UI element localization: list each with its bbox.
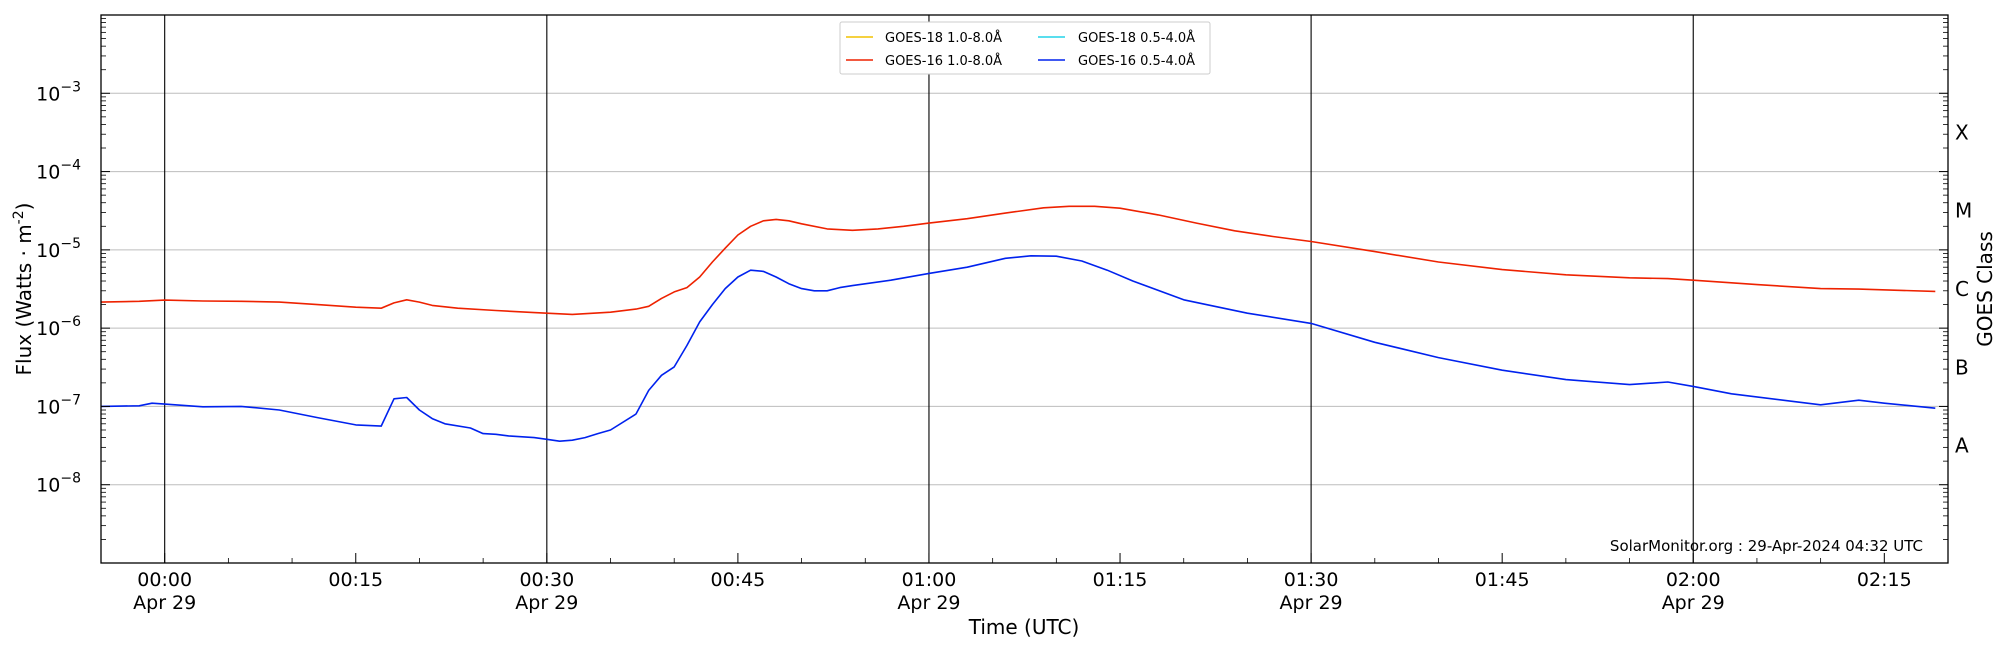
- goes-class-label: A: [1955, 434, 1969, 458]
- x-tick-time-label: 00:00: [137, 569, 192, 591]
- y-tick-labels: 10−8 10−7 10−6 10−5 10−4 10−3: [36, 79, 81, 496]
- x-tick-time-label: 00:15: [328, 569, 383, 591]
- plot-area: [101, 15, 1948, 563]
- tick-layer: [100, 18, 1949, 563]
- legend-label-goes16-short: GOES-16 0.5-4.0Å: [1078, 53, 1195, 69]
- y-axis-title: Flux (Watts · m-2): [11, 203, 36, 376]
- legend-label-goes18-short: GOES-18 0.5-4.0Å: [1078, 30, 1195, 46]
- y-tick-label: 10−5: [36, 236, 81, 262]
- y-tick-label: 10−6: [36, 314, 81, 340]
- watermark: SolarMonitor.org : 29-Apr-2024 04:32 UTC: [1610, 537, 1923, 555]
- x-tick-time-label: 01:15: [1093, 569, 1148, 591]
- x-axis-title: Time (UTC): [968, 615, 1080, 639]
- y2-axis-title: GOES Class: [1973, 231, 1997, 347]
- x-tick-time-label: 01:00: [902, 569, 957, 591]
- series-line-goes16-long: [100, 205, 1936, 316]
- goes-class-label: B: [1955, 355, 1969, 379]
- x-tick-date-label: Apr 29: [897, 592, 960, 614]
- x-tick-time-label: 00:45: [711, 569, 766, 591]
- y-tick-label: 10−7: [36, 392, 81, 418]
- x-tick-time-label: 01:45: [1475, 569, 1530, 591]
- x-tick-time-label: 01:30: [1284, 569, 1339, 591]
- legend-label-goes18-long: GOES-18 1.0-8.0Å: [885, 30, 1002, 46]
- x-tick-time-label: 02:00: [1666, 569, 1721, 591]
- legend: GOES-18 1.0-8.0Å GOES-18 0.5-4.0Å GOES-1…: [839, 21, 1211, 75]
- series-layer: [100, 205, 1936, 443]
- vline-layer: [164, 15, 1694, 563]
- y-tick-label: 10−8: [36, 471, 81, 497]
- grid-layer: [101, 92, 1948, 486]
- goes-class-label: C: [1955, 277, 1969, 301]
- goes-class-labels: A B C M X: [1955, 120, 1972, 457]
- plot-frame: [100, 14, 1949, 564]
- x-tick-date-label: Apr 29: [515, 592, 578, 614]
- x-tick-date-label: Apr 29: [1280, 592, 1343, 614]
- x-tick-date-label: Apr 29: [1662, 592, 1725, 614]
- series-line-goes16-short: [100, 255, 1936, 443]
- y-tick-label: 10−4: [36, 158, 81, 184]
- goes-class-label: M: [1955, 199, 1972, 223]
- legend-box: [839, 21, 1211, 75]
- x-tick-time-label: 02:15: [1857, 569, 1912, 591]
- goes-class-label: X: [1955, 120, 1969, 144]
- y-tick-label: 10−3: [36, 79, 81, 105]
- x-tick-date-label: Apr 29: [133, 592, 196, 614]
- x-tick-time-label: 00:30: [519, 569, 574, 591]
- legend-label-goes16-long: GOES-16 1.0-8.0Å: [885, 53, 1002, 69]
